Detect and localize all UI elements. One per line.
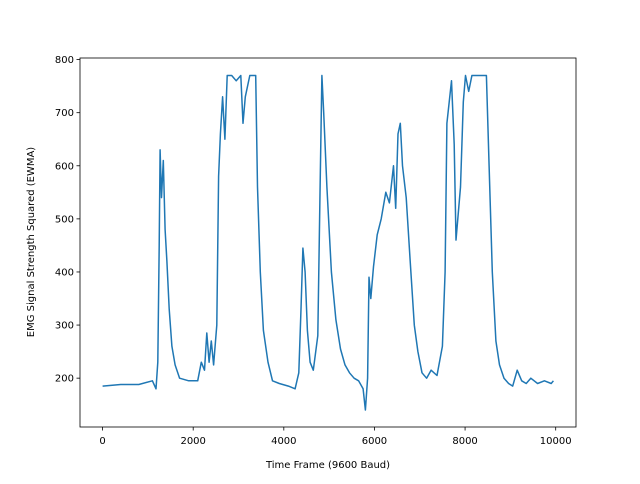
y-tick-label: 400 (55, 267, 74, 278)
x-tick-label: 4000 (271, 436, 296, 447)
y-tick-label: 500 (55, 214, 74, 225)
x-tick-label: 0 (99, 436, 105, 447)
line-series (102, 74, 554, 411)
x-tick-label: 8000 (452, 436, 477, 447)
plot-frame (79, 57, 577, 428)
y-tick-label: 600 (55, 161, 74, 172)
y-tick-label: 300 (55, 321, 74, 332)
y-tick-label: 200 (55, 374, 74, 385)
x-tick-label: 2000 (180, 436, 205, 447)
x-tick-label: 6000 (362, 436, 387, 447)
y-tick-label: 700 (55, 108, 74, 119)
y-axis-label: EMG Signal Strength Squared (EWMA) (26, 147, 37, 338)
y-tick-label: 800 (55, 55, 74, 66)
x-tick-label: 10000 (540, 436, 572, 447)
x-axis-label: Time Frame (9600 Baud) (265, 460, 390, 471)
